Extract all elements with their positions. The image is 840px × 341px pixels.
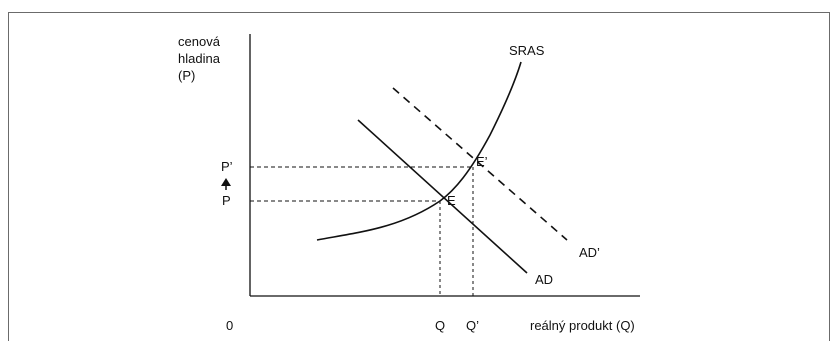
price-increase-arrow-icon: [221, 178, 231, 186]
figure-frame: [8, 12, 830, 341]
price-label-new: P’: [221, 159, 233, 174]
origin-label: 0: [226, 318, 233, 333]
sras-curve: [316, 61, 522, 241]
ad-shifted-curve: [392, 87, 568, 241]
equilibrium-initial-label: E: [447, 193, 456, 208]
quantity-label-old: Q: [435, 318, 445, 333]
price-label-old: P: [222, 193, 231, 208]
y-axis-label-line-1: cenová: [178, 34, 221, 49]
ad-curve: [357, 119, 528, 274]
equilibrium-new-label: E’: [476, 154, 488, 169]
sras-label: SRAS: [509, 43, 545, 58]
ad-label: AD: [535, 272, 553, 287]
y-axis-label-line-2: hladina: [178, 51, 221, 66]
y-axis-label-line-3: (P): [178, 68, 195, 83]
ad-shifted-label: AD’: [579, 245, 600, 260]
quantity-label-new: Q’: [466, 318, 479, 333]
x-axis-label: reálný produkt (Q): [530, 318, 635, 333]
